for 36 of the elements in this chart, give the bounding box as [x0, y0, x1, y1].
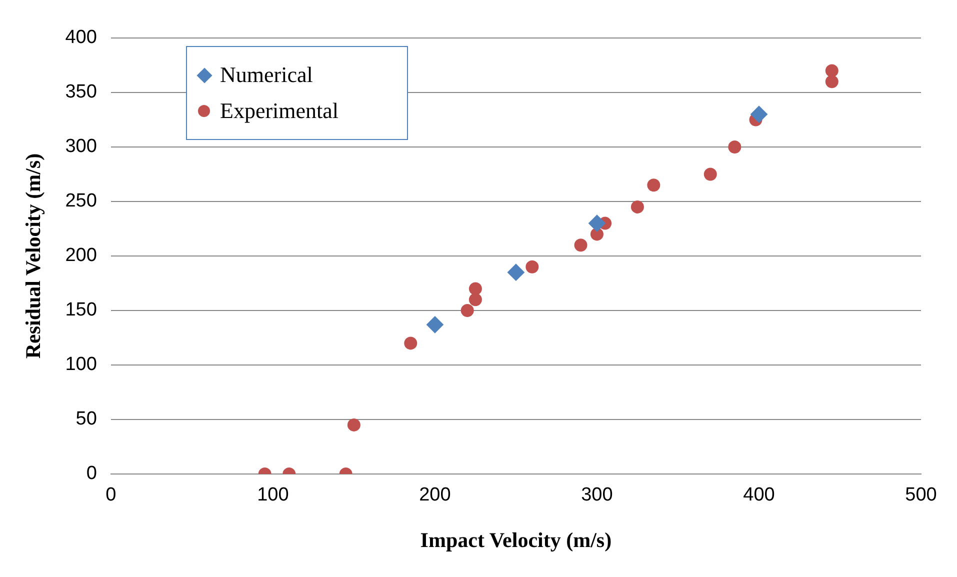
point [630, 200, 644, 214]
y-tick-label: 50 [76, 408, 97, 430]
point [468, 282, 482, 296]
x-tick-label: 0 [106, 484, 116, 506]
y-tick-label: 0 [86, 463, 97, 484]
y-tick-label: 150 [65, 300, 97, 321]
y-tick-label: 400 [65, 27, 97, 48]
y-axis-title: Residual Velocity (m/s) [21, 153, 46, 359]
legend-label: Experimental [220, 98, 339, 124]
x-tick-label: 400 [743, 484, 775, 506]
point [574, 238, 588, 252]
y-tick-label: 100 [65, 354, 97, 376]
point [750, 106, 768, 123]
point [526, 260, 539, 274]
point [647, 178, 660, 192]
point [460, 304, 474, 317]
x-tick-label: 100 [257, 484, 289, 506]
y-tick-label: 300 [65, 136, 97, 158]
point [825, 64, 838, 78]
point [468, 293, 482, 306]
x-tick-label: 300 [581, 484, 613, 506]
point [347, 418, 360, 432]
point [825, 75, 838, 88]
x-tick-label: 500 [905, 484, 937, 506]
point [588, 214, 606, 232]
point [426, 316, 444, 334]
legend-label: Numerical [220, 62, 313, 88]
y-tick-label: 250 [65, 190, 97, 212]
x-tick-label: 200 [419, 484, 451, 506]
point [404, 336, 418, 350]
y-tick-label: 200 [65, 245, 97, 266]
point [704, 168, 717, 181]
point [728, 140, 742, 154]
point [507, 264, 524, 281]
x-axis-title: Impact Velocity (m/s) [420, 528, 612, 552]
y-tick-label: 350 [65, 82, 97, 103]
